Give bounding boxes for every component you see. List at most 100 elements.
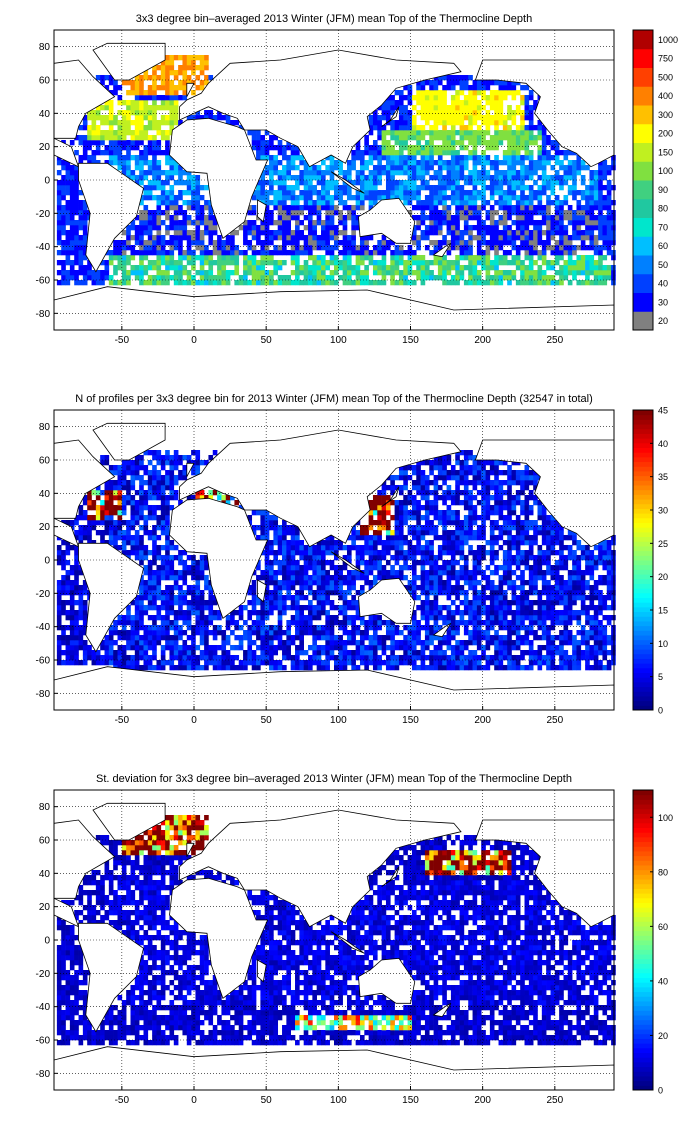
- bin-cell: [446, 645, 452, 651]
- bin-cell: [442, 160, 447, 166]
- bin-cell: [520, 270, 525, 276]
- bin-cell: [321, 260, 326, 266]
- bin-cell: [342, 630, 348, 636]
- bin-cell: [256, 235, 261, 241]
- bin-cell: [446, 225, 452, 231]
- bin-cell: [381, 250, 387, 256]
- bin-cell: [247, 645, 253, 651]
- bin-cell: [160, 615, 166, 621]
- bin-cell: [485, 130, 491, 136]
- bin-cell: [234, 120, 240, 126]
- bin-cell: [554, 155, 560, 161]
- bin-cell: [104, 135, 110, 141]
- bin-cell: [152, 170, 157, 176]
- bin-cell: [407, 130, 413, 136]
- bin-cell: [385, 190, 391, 196]
- bin-cell: [364, 275, 369, 281]
- bin-cell: [212, 115, 218, 121]
- bin-cell: [74, 270, 79, 276]
- bin-cell: [165, 90, 170, 96]
- bin-cell: [468, 630, 473, 636]
- bin-cell: [567, 170, 573, 176]
- bin-cell: [437, 80, 443, 86]
- bin-cell: [446, 180, 452, 186]
- bin-cell: [450, 245, 456, 251]
- bin-cell: [316, 180, 322, 186]
- bin-cell: [204, 580, 209, 586]
- bin-cell: [334, 620, 339, 626]
- bin-cell: [355, 645, 361, 651]
- bin-cell: [238, 250, 244, 256]
- bin-cell: [580, 595, 586, 601]
- bin-cell: [481, 190, 486, 196]
- bin-cell: [277, 230, 283, 236]
- bin-cell: [485, 615, 491, 621]
- panel-profile-count: N of profiles per 3x3 degree bin for 201…: [36, 393, 668, 726]
- x-tick-label: 150: [402, 335, 419, 346]
- bin-cell: [455, 200, 460, 206]
- bin-cell: [398, 195, 404, 201]
- bin-cell: [580, 180, 586, 186]
- bin-cell: [87, 115, 92, 121]
- bin-cell: [463, 80, 469, 86]
- bin-cell: [325, 615, 330, 621]
- bin-cell: [143, 605, 149, 611]
- bin-cell: [191, 55, 196, 61]
- bin-cell: [100, 75, 105, 81]
- bin-cell: [364, 625, 369, 631]
- bin-cell: [260, 575, 266, 581]
- bin-cell: [420, 590, 426, 596]
- bin-cell: [411, 590, 417, 596]
- bin-cell: [308, 200, 313, 206]
- bin-cell: [433, 600, 439, 606]
- panel-mean-depth: 3x3 degree bin–averaged 2013 Winter (JFM…: [36, 13, 678, 346]
- bin-cell: [377, 615, 382, 621]
- bin-cell: [69, 275, 75, 281]
- bin-cell: [433, 150, 439, 156]
- bin-cell: [468, 610, 473, 616]
- bin-cell: [169, 650, 175, 656]
- bin-cell: [130, 255, 136, 261]
- bin-cell: [69, 605, 75, 611]
- bin-cell: [390, 135, 395, 141]
- bin-cell: [364, 665, 369, 671]
- bin-cell: [312, 280, 317, 286]
- bin-cell: [489, 235, 495, 241]
- bin-cell: [429, 130, 434, 136]
- bin-cell: [407, 250, 413, 256]
- bin-cell: [156, 200, 162, 206]
- bin-cell: [433, 215, 439, 221]
- bin-cell: [420, 265, 426, 271]
- bin-cell: [485, 140, 491, 146]
- bin-cell: [455, 240, 460, 246]
- bin-cell: [178, 55, 183, 61]
- bin-cell: [442, 265, 447, 271]
- bin-cell: [576, 585, 582, 591]
- bin-cell: [494, 180, 499, 186]
- bin-cell: [450, 125, 456, 131]
- bin-cell: [355, 145, 361, 151]
- bin-cell: [489, 610, 495, 616]
- bin-cell: [191, 200, 196, 206]
- bin-cell: [606, 215, 612, 221]
- bin-cell: [269, 160, 274, 166]
- bin-cell: [511, 165, 517, 171]
- bin-cell: [156, 230, 162, 236]
- bin-cell: [165, 105, 170, 111]
- bin-cell: [442, 650, 447, 656]
- bin-cell: [342, 245, 348, 251]
- bin-cell: [589, 595, 595, 601]
- bin-cell: [476, 235, 482, 241]
- bin-cell: [420, 90, 426, 96]
- bin-cell: [546, 625, 551, 631]
- bin-cell: [264, 255, 270, 261]
- bin-cell: [282, 250, 287, 256]
- bin-cell: [424, 600, 430, 606]
- bin-cell: [498, 205, 504, 211]
- bin-cell: [593, 205, 599, 211]
- bin-cell: [325, 220, 330, 226]
- bin-cell: [502, 90, 508, 96]
- bin-cell: [394, 190, 400, 196]
- bin-cell: [165, 150, 170, 156]
